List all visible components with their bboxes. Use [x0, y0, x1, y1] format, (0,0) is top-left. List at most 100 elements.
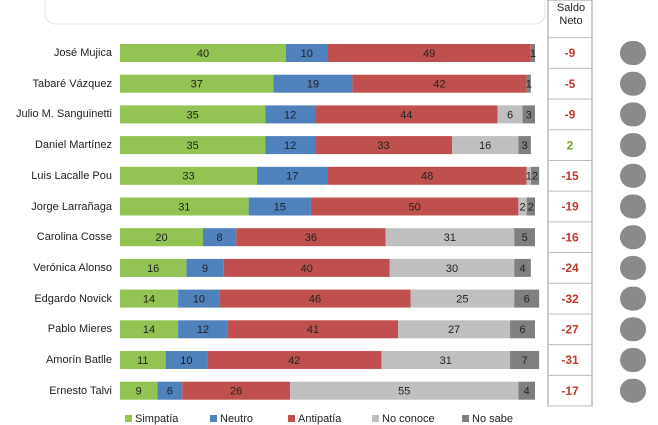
- bar-segment: [530, 44, 535, 62]
- bar-segment: [526, 74, 531, 93]
- category-label: Tabaré Vázquez: [32, 77, 113, 90]
- bar-segment: [120, 320, 179, 339]
- portrait: [620, 348, 646, 372]
- bar-segment: [120, 351, 166, 369]
- value-label: 15: [274, 201, 286, 213]
- net-value: -9: [565, 108, 576, 122]
- bar-segment: [165, 351, 208, 369]
- bar-segment: [120, 258, 187, 277]
- net-value: -19: [561, 200, 579, 214]
- value-label: 12: [197, 324, 209, 336]
- value-label: 2: [532, 171, 538, 183]
- value-label: 17: [286, 171, 298, 183]
- net-value: -16: [561, 230, 579, 244]
- value-label: 16: [479, 140, 491, 152]
- bar-segment: [256, 166, 328, 185]
- bar-segment: [410, 289, 515, 308]
- bar-segment: [120, 197, 249, 216]
- value-label: 9: [202, 263, 208, 275]
- value-label: 6: [519, 324, 525, 336]
- legend-label: Simpatía: [135, 413, 179, 425]
- bar-segment: [452, 136, 519, 155]
- bar-segment: [273, 74, 353, 93]
- value-label: 46: [309, 294, 321, 306]
- value-label: 1: [526, 79, 532, 91]
- bar-segment: [207, 351, 382, 369]
- bar-segment: [530, 166, 540, 185]
- bar-segment: [248, 197, 311, 216]
- category-label: Luis Lacalle Pou: [31, 169, 112, 182]
- bar-segment: [518, 381, 535, 400]
- value-label: 48: [421, 171, 433, 183]
- category-label: Pablo Mieres: [47, 323, 112, 336]
- bar-segment: [389, 258, 515, 277]
- value-label: 36: [305, 232, 317, 244]
- bar-segment: [514, 228, 535, 247]
- value-label: 10: [180, 355, 192, 367]
- legend-swatch: [125, 415, 132, 422]
- bar-segment: [327, 44, 531, 62]
- net-value: -27: [561, 322, 579, 336]
- bar-segment: [223, 258, 390, 277]
- bar-segment: [178, 289, 220, 308]
- value-label: 8: [217, 232, 223, 244]
- bar-segment: [526, 197, 535, 216]
- bar-segment: [514, 289, 540, 308]
- value-label: 1: [526, 171, 532, 183]
- top-card: [44, 0, 546, 25]
- bar-segment: [514, 258, 531, 277]
- bar-segment: [518, 136, 531, 155]
- value-label: 37: [191, 79, 203, 91]
- net-value: -5: [565, 77, 576, 91]
- bar-segment: [236, 228, 386, 247]
- portrait: [620, 163, 646, 188]
- bar-segment: [518, 197, 527, 216]
- value-label: 31: [440, 355, 452, 367]
- legend-label: Antipatía: [298, 413, 342, 425]
- value-label: 40: [301, 263, 313, 275]
- value-label: 2: [528, 201, 534, 213]
- value-label: 44: [400, 109, 412, 121]
- value-label: 12: [284, 140, 296, 152]
- net-value: -9: [565, 46, 576, 60]
- bar-segment: [120, 105, 266, 124]
- value-label: 11: [137, 355, 148, 367]
- net-header: Saldo Neto: [556, 2, 586, 27]
- category-label: Amorín Batlle: [45, 354, 112, 366]
- portrait: [620, 133, 646, 158]
- value-label: 14: [143, 324, 155, 336]
- value-label: 4: [519, 263, 525, 275]
- value-label: 16: [147, 263, 159, 275]
- bar-segment: [120, 381, 158, 400]
- bar-segment: [120, 44, 286, 62]
- bar-segment: [327, 166, 527, 185]
- value-label: 25: [456, 294, 468, 306]
- value-label: 6: [167, 386, 173, 398]
- value-label: 3: [526, 109, 532, 121]
- value-label: 26: [230, 386, 242, 398]
- value-label: 30: [446, 263, 458, 275]
- category-label: Edgardo Novick: [34, 292, 112, 305]
- value-label: 2: [519, 201, 525, 213]
- bar-segment: [120, 166, 257, 185]
- bar-segment: [315, 136, 452, 155]
- category-label: Julio M. Sanguinetti: [16, 108, 112, 121]
- category-label: Verónica Alonso: [33, 261, 112, 274]
- value-label: 55: [398, 386, 410, 398]
- portrait: [620, 317, 646, 342]
- value-label: 9: [136, 386, 142, 398]
- legend-label: No conoce: [382, 413, 435, 425]
- bar-segment: [227, 320, 399, 339]
- value-label: 10: [301, 48, 313, 60]
- value-label: 14: [143, 294, 155, 306]
- bar-segment: [497, 105, 523, 124]
- legend-swatch: [288, 415, 295, 422]
- value-label: 12: [284, 109, 296, 121]
- value-label: 19: [307, 79, 319, 91]
- bar-segment: [186, 258, 224, 277]
- portrait: [620, 286, 646, 311]
- value-label: 5: [522, 232, 528, 244]
- value-label: 31: [178, 201, 190, 213]
